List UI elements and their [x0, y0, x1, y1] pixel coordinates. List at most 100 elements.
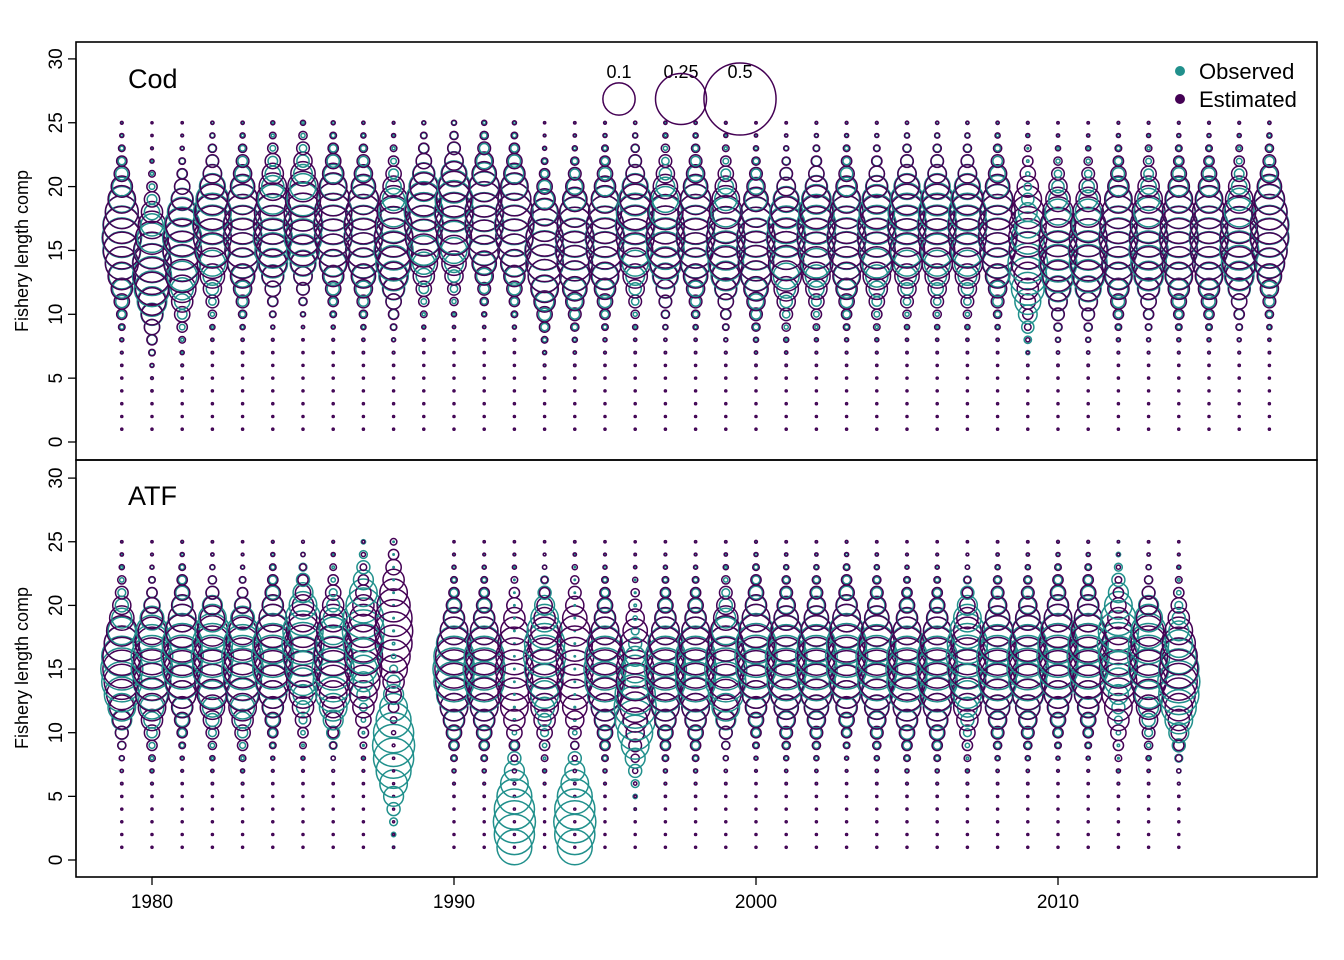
estimated-bubble	[210, 832, 215, 837]
estimated-bubble	[361, 781, 366, 786]
observed-bubble	[995, 755, 1000, 761]
observed-bubble	[1113, 156, 1123, 166]
observed-bubble	[462, 647, 506, 691]
estimated-bubble	[542, 363, 547, 368]
estimated-bubble	[540, 575, 549, 584]
estimated-bubble	[209, 323, 216, 331]
estimated-bubble	[179, 755, 186, 762]
estimated-bubble	[1026, 414, 1030, 419]
estimated-bubble	[963, 754, 972, 763]
observed-bubble	[179, 337, 185, 343]
estimated-bubble	[897, 278, 917, 299]
estimated-bubble	[1116, 414, 1121, 419]
estimated-bubble	[633, 427, 637, 431]
estimated-bubble	[210, 350, 215, 355]
estimated-bubble	[542, 820, 547, 824]
estimated-bubble	[875, 376, 879, 380]
estimated-bubble	[602, 132, 608, 139]
observed-bubble	[292, 582, 314, 604]
estimated-bubble	[258, 680, 288, 709]
estimated-bubble	[329, 741, 338, 750]
estimated-bubble	[1167, 277, 1191, 301]
observed-bubble	[194, 612, 231, 650]
observed-bubble	[133, 270, 171, 308]
estimated-bubble	[813, 336, 820, 343]
estimated-bubble	[935, 376, 939, 380]
estimated-bubble	[178, 563, 187, 572]
estimated-bubble	[1161, 626, 1197, 661]
estimated-bubble	[442, 708, 466, 732]
estimated-bubble	[902, 754, 912, 763]
estimated-bubble	[990, 725, 1005, 740]
estimated-bubble	[918, 662, 957, 701]
observed-bubble	[382, 683, 405, 706]
estimated-bubble	[271, 376, 275, 380]
legend-label-estimated: Estimated	[1199, 87, 1297, 112]
estimated-bubble	[321, 264, 345, 288]
observed-bubble	[511, 132, 518, 139]
observed-bubble	[843, 324, 850, 330]
estimated-bubble	[800, 678, 833, 711]
observed-bubble	[328, 297, 338, 306]
estimated-bubble	[573, 414, 577, 419]
estimated-bubble	[512, 363, 517, 368]
observed-bubble	[180, 756, 185, 761]
estimated-bubble	[329, 310, 338, 319]
estimated-bubble	[511, 119, 518, 126]
estimated-bubble	[1177, 807, 1181, 811]
estimated-bubble	[1103, 261, 1133, 291]
estimated-bubble	[631, 576, 639, 584]
estimated-bubble	[835, 277, 858, 301]
estimated-bubble	[693, 820, 698, 824]
estimated-bubble	[844, 389, 849, 393]
observed-bubble	[900, 281, 914, 296]
x-axis: 1980 1990 2000 2010	[131, 876, 1079, 913]
observed-bubble	[1171, 294, 1186, 309]
estimated-bubble	[918, 637, 957, 676]
observed-bubble	[1026, 146, 1030, 150]
observed-bubble	[100, 647, 144, 691]
estimated-bubble	[571, 144, 579, 152]
estimated-bubble	[928, 597, 946, 614]
estimated-bubble	[571, 754, 579, 762]
estimated-bubble	[1116, 794, 1121, 799]
observed-bubble	[111, 607, 133, 629]
observed-bubble	[808, 280, 825, 298]
estimated-bubble	[719, 308, 732, 321]
estimated-bubble	[631, 132, 639, 139]
estimated-bubble	[932, 309, 943, 320]
estimated-bubble	[633, 552, 638, 557]
estimated-bubble	[390, 729, 397, 736]
observed-bubble	[504, 163, 525, 184]
size-scale-label-0: 0.1	[606, 62, 631, 82]
estimated-bubble	[1146, 539, 1151, 544]
estimated-bubble	[863, 694, 890, 721]
observed-bubble	[904, 755, 910, 762]
observed-bubble	[378, 260, 410, 292]
estimated-bubble	[150, 414, 154, 419]
estimated-bubble	[693, 845, 698, 850]
estimated-bubble	[1116, 820, 1121, 824]
estimated-bubble	[510, 575, 519, 584]
estimated-bubble	[264, 584, 282, 602]
observed-bubble	[705, 230, 747, 271]
estimated-bubble	[301, 845, 305, 850]
estimated-bubble	[633, 794, 638, 799]
estimated-bubble	[693, 427, 698, 431]
estimated-bubble	[658, 154, 673, 169]
observed-bubble	[687, 280, 704, 298]
estimated-bubble	[117, 323, 126, 332]
estimated-bubble	[542, 781, 547, 786]
observed-bubble	[1080, 712, 1096, 728]
estimated-bubble	[633, 845, 637, 850]
estimated-bubble	[770, 260, 803, 292]
estimated-bubble	[391, 769, 396, 773]
observed-bubble	[1207, 337, 1211, 342]
estimated-bubble	[844, 376, 849, 380]
estimated-bubble	[199, 173, 226, 200]
estimated-bubble	[1227, 175, 1251, 198]
estimated-bubble	[712, 605, 739, 632]
estimated-bubble	[229, 173, 256, 200]
estimated-bubble	[693, 363, 698, 368]
observed-bubble	[571, 729, 578, 736]
